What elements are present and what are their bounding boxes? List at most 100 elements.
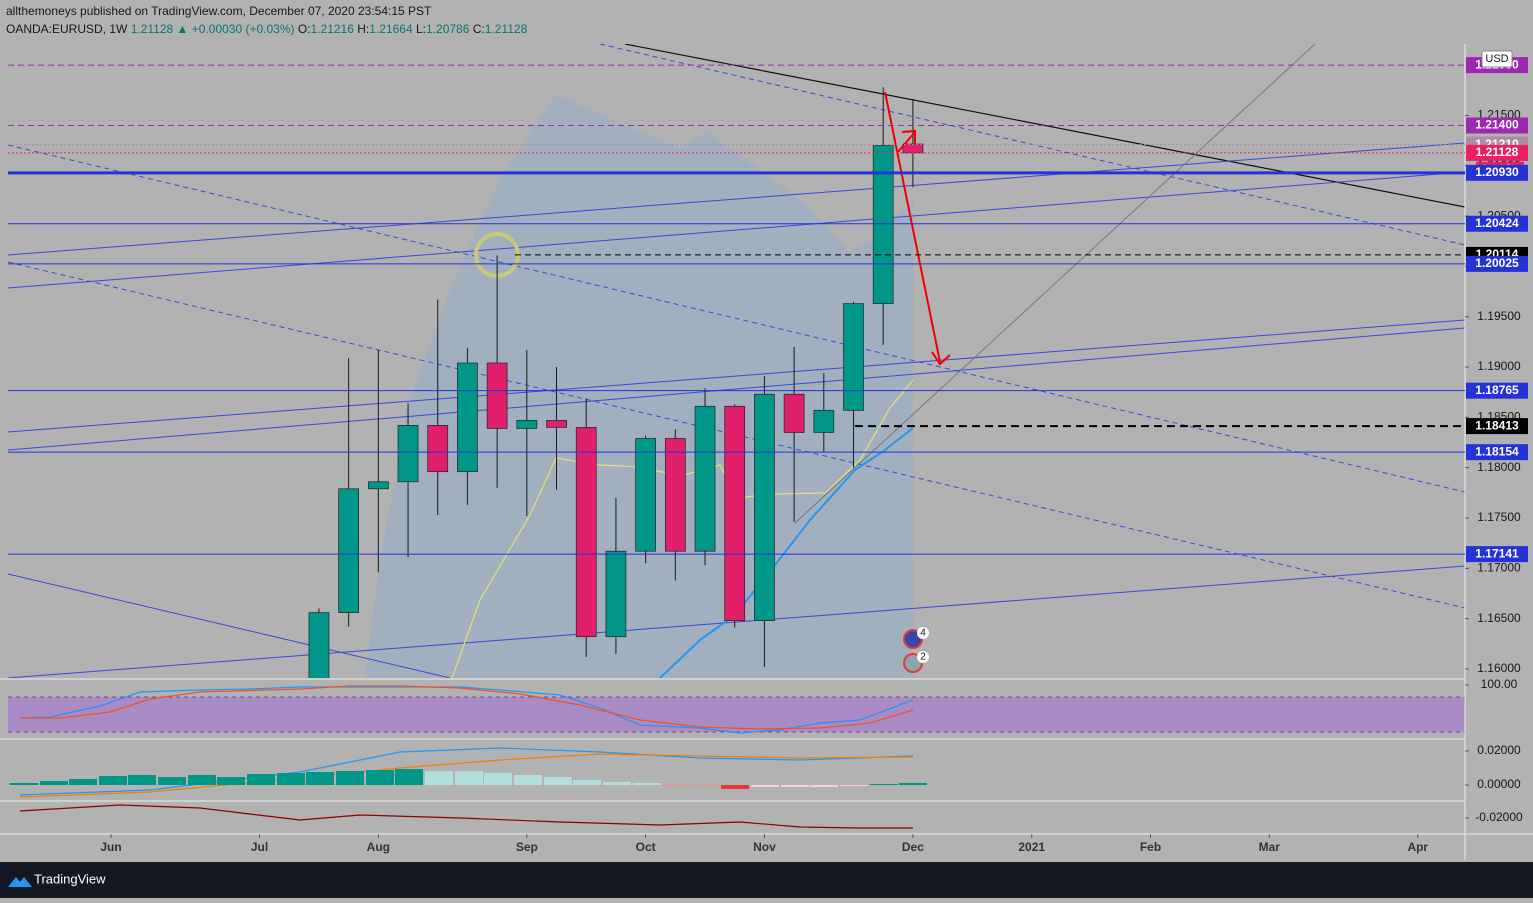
ohlc-label: O: [298, 22, 311, 36]
ohlc-value: 1.21664 [369, 22, 413, 36]
macd-histogram [69, 779, 97, 785]
x-tick-label: Jun [100, 840, 121, 854]
level-label: 1.20930 [1475, 165, 1519, 179]
macd-histogram [573, 780, 601, 785]
level-label-bg [1466, 382, 1528, 399]
candle-body [457, 362, 478, 473]
currency-box [1481, 50, 1513, 68]
macd-histogram [247, 774, 275, 785]
x-tick-label: Apr [1407, 840, 1428, 854]
macd-histogram [128, 775, 156, 785]
y-tick-label: -0.02000 [1475, 810, 1523, 824]
macd-histogram [158, 777, 186, 785]
macd-histogram [662, 785, 690, 786]
event-badge [917, 627, 929, 639]
trendline [8, 142, 1465, 256]
symbol: OANDA:EURUSD, 1W [6, 22, 128, 36]
macd-histogram [899, 783, 927, 785]
published-line: allthemoneys published on TradingView.co… [6, 4, 432, 18]
level-label: 1.18765 [1475, 383, 1519, 397]
level-label: 1.20424 [1475, 216, 1519, 230]
macd-signal [19, 753, 914, 798]
macd-histogram [188, 775, 216, 785]
y-tick-label: 1.18000 [1477, 460, 1521, 474]
trendline [8, 573, 451, 678]
arrow-head [931, 351, 951, 366]
x-tick-label: Sep [516, 840, 538, 854]
indicator-panes [8, 685, 1465, 829]
level-label-bg [1466, 255, 1528, 272]
level-label-bg [1466, 117, 1528, 134]
candle-body [754, 393, 775, 621]
macd-histogram [514, 775, 542, 785]
candle-body [338, 488, 359, 613]
macd-histogram [751, 785, 779, 787]
level-label: 1.18413 [1475, 418, 1519, 432]
macd-histogram [484, 773, 512, 785]
y-tick-label: 1.19000 [1477, 359, 1521, 373]
candle-body [546, 420, 567, 428]
trendline [8, 144, 1465, 493]
arrow-head [901, 129, 916, 144]
last-price: 1.21128 [131, 22, 174, 36]
trendline [8, 327, 1465, 451]
main-pane [8, 44, 1465, 678]
y-tick-label: 100.00 [1481, 677, 1518, 691]
macd-histogram [603, 782, 631, 785]
x-tick-label: Mar [1259, 840, 1281, 854]
arrow [897, 131, 916, 153]
level-label-bg [1466, 144, 1528, 161]
macd-histogram [217, 777, 245, 785]
macd-histogram [366, 770, 394, 785]
level-label: 1.20025 [1475, 256, 1519, 270]
candle-body [694, 405, 716, 552]
level-label: 1.18154 [1475, 444, 1519, 458]
symbol-line: OANDA:EURUSD, 1W 1.21128 ▲ +0.00030 (+0.… [6, 22, 528, 36]
macd-histogram [633, 783, 661, 785]
candle-body [397, 425, 419, 483]
macd-histogram [810, 785, 838, 787]
level-label: 1.21400 [1475, 118, 1519, 132]
candle-body [664, 438, 686, 552]
macd-histogram [781, 785, 809, 787]
macd-histogram [870, 784, 898, 785]
macd-histogram [455, 771, 483, 785]
event-count: 2 [920, 652, 926, 663]
change: ▲ +0.00030 (+0.03%) [177, 22, 295, 36]
lower-line [19, 804, 913, 829]
x-tick-label: Oct [636, 840, 656, 854]
x-tick-label: Jul [251, 840, 268, 854]
y-tick-label: 1.16000 [1477, 661, 1521, 675]
candle-body [783, 393, 805, 433]
rsi-band [8, 697, 1465, 732]
candle-body [308, 612, 330, 678]
candle-body [724, 405, 746, 621]
candle-body [872, 145, 894, 304]
candle-body [843, 303, 864, 411]
ohlc-value: 1.21216 [311, 22, 355, 36]
ohlc-label: L: [416, 22, 426, 36]
rsi-line [19, 686, 914, 734]
candle-body [902, 143, 924, 154]
trendline [8, 319, 1465, 433]
x-tick-label: Nov [753, 840, 776, 854]
candle-body [516, 420, 538, 429]
macd-histogram [277, 773, 305, 785]
x-tick-label: Dec [902, 840, 924, 854]
candle-body [367, 481, 389, 490]
candle-body [813, 409, 835, 433]
macd-histogram [840, 785, 868, 786]
arrow [884, 91, 941, 363]
trendline [8, 171, 1465, 289]
ohlc-label: C: [473, 22, 485, 36]
candle-body [427, 425, 449, 473]
footer-bar [0, 862, 1533, 898]
candle-body [486, 362, 508, 429]
macd-histogram [10, 783, 38, 785]
macd-histogram [721, 785, 749, 789]
moving-average [659, 427, 914, 678]
volume-profile [365, 94, 913, 678]
trendline [794, 44, 1316, 524]
y-tick-label: 1.16500 [1477, 611, 1521, 625]
